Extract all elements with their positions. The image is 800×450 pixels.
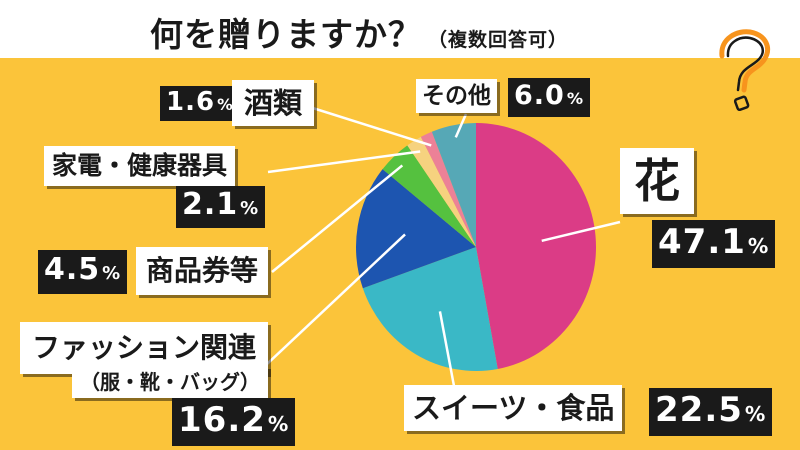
question-mark-icon: [719, 29, 770, 112]
slice-label-giftcards: 商品券等: [136, 247, 269, 295]
pie-slice-alcohol: [420, 131, 476, 247]
pie-slice-giftcards: [382, 145, 476, 247]
slice-label-appliances: 家電・健康器具: [44, 146, 236, 186]
slice-sublabel-fashion: （服・靴・バッグ）: [72, 366, 268, 398]
percent-sign: %: [267, 412, 290, 436]
slice-label-text: 家電・健康器具: [52, 151, 228, 180]
percent-sign: %: [566, 89, 585, 108]
page-subtitle: （複数回答可）: [428, 29, 569, 51]
slice-percent-flowers: 47.1%: [652, 220, 776, 268]
percent-sign: %: [217, 96, 234, 114]
percent-sign: %: [240, 198, 260, 219]
pie-slice-other: [431, 123, 476, 247]
title-text: 何を贈りますか？: [150, 15, 422, 54]
leader-line-fashion: [249, 233, 406, 381]
percent-sign: %: [747, 234, 770, 258]
page-title: 何を贈りますか？ （複数回答可）: [150, 8, 568, 56]
percent-value: 22.5: [655, 390, 743, 430]
slice-label-text: スイーツ・食品: [412, 391, 615, 425]
percent-sign: %: [744, 402, 767, 426]
leader-line-other: [454, 113, 468, 138]
pie-slice-fashion: [355, 169, 476, 289]
slice-label-text: その他: [422, 83, 491, 109]
slice-label-text: 酒類: [244, 86, 303, 120]
slice-percent-alcohol: 1.6%: [160, 86, 240, 121]
slice-percent-giftcards: 4.5%: [38, 250, 128, 294]
percent-value: 4.5: [44, 252, 101, 287]
leader-line-giftcards: [271, 164, 404, 273]
slice-label-text: 花: [634, 154, 680, 208]
leader-line-sweets: [438, 311, 456, 387]
slice-label-text: 商品券等: [146, 254, 259, 287]
pie-slice-flowers: [476, 123, 596, 369]
slice-label-fashion: ファッション関連: [20, 322, 269, 374]
percent-value: 6.0: [514, 80, 565, 111]
slice-label-flowers: 花: [620, 148, 694, 214]
percent-sign: %: [102, 263, 122, 284]
slice-percent-other: 6.0%: [508, 78, 591, 117]
pie-slice-sweets: [362, 247, 498, 371]
slice-sublabel-text: （服・靴・バッグ）: [80, 370, 260, 394]
slice-percent-fashion: 16.2%: [172, 398, 296, 446]
percent-value: 2.1: [182, 187, 239, 222]
percent-value: 47.1: [658, 222, 746, 262]
slice-percent-sweets: 22.5%: [649, 388, 773, 436]
percent-value: 1.6: [166, 87, 216, 117]
leader-line-alcohol: [299, 102, 432, 147]
slice-label-alcohol: 酒類: [232, 80, 315, 126]
leader-line-appliances: [267, 150, 421, 174]
slice-percent-appliances: 2.1%: [176, 186, 266, 228]
slice-label-sweets: スイーツ・食品: [404, 385, 623, 431]
percent-value: 16.2: [178, 400, 266, 440]
title-band: 何を贈りますか？ （複数回答可）: [0, 0, 800, 112]
slice-label-text: ファッション関連: [32, 331, 257, 364]
leader-line-flowers: [541, 220, 621, 243]
pie-slice-appliances: [407, 136, 476, 247]
slice-label-other: その他: [416, 79, 497, 113]
